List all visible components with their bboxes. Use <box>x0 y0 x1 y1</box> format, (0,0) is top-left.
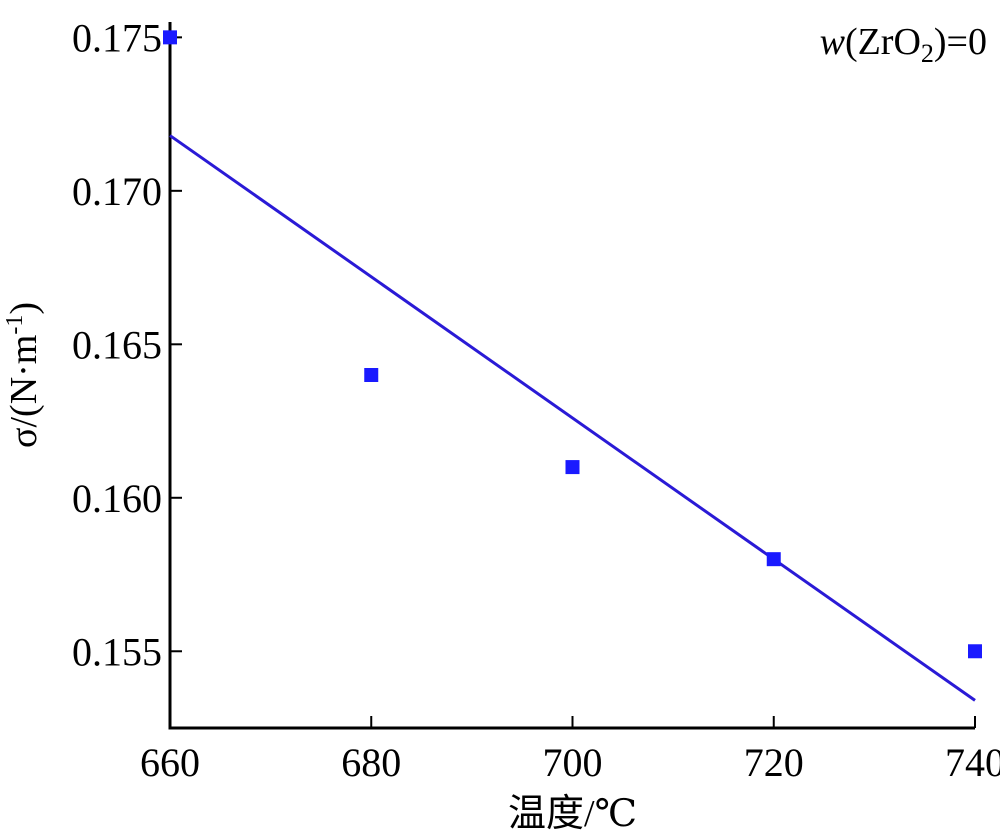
y-axis-title-superscript: -1 <box>2 315 28 335</box>
x-tick-label: 680 <box>341 740 401 785</box>
x-ticks: 660 680 700 720 740 <box>140 716 1000 785</box>
x-tick-label: 740 <box>945 740 1000 785</box>
data-point <box>163 30 177 45</box>
data-points <box>163 30 982 659</box>
x-tick-label: 660 <box>140 740 200 785</box>
y-tick-label: 0.155 <box>72 629 162 674</box>
annotation-italic: w <box>820 21 846 63</box>
y-tick-label: 0.165 <box>72 322 162 367</box>
y-ticks: 0.155 0.160 0.165 0.170 0.175 <box>72 15 182 674</box>
annotation-label: w(ZrO2)=0 <box>820 21 987 68</box>
data-point <box>565 460 580 475</box>
y-axis-title-end: ) <box>3 302 45 315</box>
axis-lines <box>168 22 975 730</box>
y-axis-title: σ/(N·m-1) <box>2 302 45 448</box>
data-point <box>364 368 379 382</box>
annotation-subscript: 2 <box>921 39 934 68</box>
y-tick-label: 0.160 <box>72 476 162 521</box>
data-point <box>968 644 982 659</box>
fit-line <box>169 134 976 702</box>
y-tick-label: 0.175 <box>72 15 162 60</box>
fit-line-group <box>169 134 976 702</box>
x-tick-label: 700 <box>543 740 603 785</box>
axes <box>168 22 975 730</box>
annotation-open: (ZrO <box>845 21 921 63</box>
y-tick-label: 0.170 <box>72 169 162 214</box>
y-axis-title-main: σ/(N·m <box>3 335 45 448</box>
x-axis-title: 温度/℃ <box>508 793 637 833</box>
data-point <box>766 552 781 567</box>
annotation-close: )=0 <box>934 21 987 63</box>
x-tick-label: 720 <box>744 740 804 785</box>
